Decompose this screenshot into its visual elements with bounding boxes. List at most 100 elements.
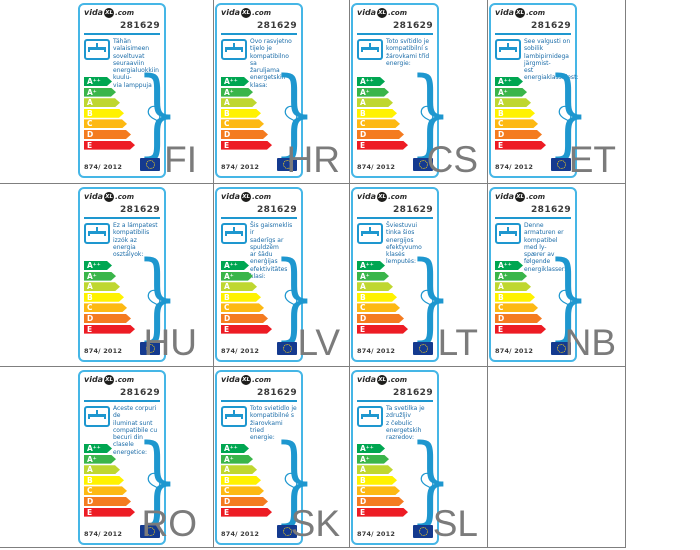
vidaxl-logo-mark-icon: XL <box>241 8 252 18</box>
energy-scale: A⁺⁺ A⁺ A B C D E } <box>84 65 179 161</box>
vidaxl-logo-mark-icon: XL <box>104 375 115 385</box>
energy-label-card: vida XL .com 281629 Ta svetilka je združ… <box>351 370 452 545</box>
compatibility-description: See valgusti on sobilik lambipirnidega j… <box>524 38 579 82</box>
energy-class-arrow: C <box>357 119 400 128</box>
product-code: 281629 <box>531 21 571 31</box>
compatibility-description: Šviestuvui tinka šios energijos efektyvu… <box>386 222 422 266</box>
eu-stars-ring <box>145 344 155 353</box>
energy-class-arrow: B <box>84 109 124 118</box>
logo-text-com: .com <box>115 9 135 17</box>
energy-class-label: E <box>360 324 366 334</box>
compatibility-info: Denne armaturen er kompatibel med ly- sp… <box>495 222 571 273</box>
regulation-number: 874/ 2012 <box>221 530 260 538</box>
energy-scale: A⁺⁺ A⁺ A B C D E } <box>495 65 590 161</box>
regulation-number: 874/ 2012 <box>495 163 534 171</box>
energy-class-arrow: C <box>495 303 538 312</box>
vidaxl-logo: vida XL .com <box>357 375 433 385</box>
logo-text-vida: vida <box>84 8 104 17</box>
energy-scale: A⁺⁺ A⁺ A B C D E } <box>357 432 452 528</box>
energy-class-label: D <box>87 313 94 323</box>
logo-text-vida: vida <box>221 375 241 384</box>
energy-class-arrow: A <box>221 282 257 291</box>
language-code: HR <box>286 139 340 180</box>
grid-line-horizontal <box>0 366 626 367</box>
energy-class-arrow: A <box>221 465 257 474</box>
logo-text-com: .com <box>115 193 135 201</box>
vidaxl-logo-mark-icon: XL <box>104 192 115 202</box>
energy-class-label: B <box>87 475 93 485</box>
energy-class-label: A⁺⁺ <box>498 261 512 270</box>
compatibility-description: Ovo rasvjetno tijelo je kompatibilno sa … <box>250 38 292 89</box>
energy-class-arrow: A⁺⁺ <box>357 444 385 453</box>
grid-line-vertical <box>625 0 626 548</box>
energy-class-label: C <box>224 119 230 129</box>
logo-text-vida: vida <box>84 375 104 384</box>
energy-class-label: E <box>224 140 230 150</box>
energy-class-label: B <box>498 108 504 118</box>
energy-class-label: E <box>87 324 93 334</box>
vidaxl-logo-mark-icon: XL <box>515 192 526 202</box>
energy-class-label: A⁺⁺ <box>224 77 238 86</box>
energy-label-card: vida XL .com 281629 Ovo rasvjetno tijelo… <box>215 3 316 178</box>
energy-class-arrow: E <box>357 141 408 150</box>
energy-class-arrow: A <box>84 282 120 291</box>
eu-stars-ring <box>282 160 292 169</box>
eu-stars-ring <box>282 344 292 353</box>
compatibility-info: Ovo rasvjetno tijelo je kompatibilno sa … <box>221 38 297 89</box>
energy-class-arrow: D <box>495 314 542 323</box>
energy-class-arrow: D <box>84 497 131 506</box>
eu-stars-ring <box>282 527 292 536</box>
compatibility-description: Toto svietidlo je kompatibilné s žiarovk… <box>250 405 297 442</box>
divider-line <box>357 217 433 219</box>
energy-class-arrow: C <box>221 486 264 495</box>
energy-class-label: A⁺⁺ <box>360 261 374 270</box>
logo-text-vida: vida <box>357 8 377 17</box>
vidaxl-logo-mark-icon: XL <box>515 8 526 18</box>
vidaxl-logo: vida XL .com <box>221 375 297 385</box>
card-head: vida XL .com 281629 Toto svietidlo je ko… <box>217 372 316 528</box>
ceiling-lamp-icon <box>495 39 521 60</box>
divider-line <box>495 217 571 219</box>
regulation-number: 874/ 2012 <box>84 347 123 355</box>
logo-text-vida: vida <box>221 8 241 17</box>
curly-brace-icon: } <box>273 424 316 536</box>
energy-class-label: A <box>360 282 366 292</box>
product-code: 281629 <box>120 388 160 398</box>
energy-class-label: A⁺⁺ <box>87 77 101 86</box>
energy-class-label: A⁺ <box>87 271 97 281</box>
compatibility-description: Šis gaismeklis ir saderīgs ar spuldzēm a… <box>250 222 293 281</box>
energy-class-arrow: A <box>357 98 393 107</box>
bulb-arrow-icon <box>417 102 439 126</box>
curly-brace-icon: } <box>409 57 452 169</box>
energy-label-card: vida XL .com 281629 Toto svietidlo je ko… <box>215 370 316 545</box>
energy-class-arrow: D <box>221 314 268 323</box>
energy-class-label: A <box>360 98 366 108</box>
energy-class-arrow: C <box>221 119 264 128</box>
energy-class-arrow: A⁺ <box>84 455 116 464</box>
energy-class-label: C <box>360 119 366 129</box>
curly-brace-icon: } <box>547 241 590 353</box>
energy-class-arrow: C <box>84 486 127 495</box>
energy-class-label: B <box>224 108 230 118</box>
energy-arrow-stack: A⁺⁺ A⁺ A B C D E <box>221 77 272 151</box>
energy-class-label: D <box>498 313 505 323</box>
energy-label-card: vida XL .com 281629 Šviestuvui tinka šio… <box>351 187 452 362</box>
energy-class-label: A⁺ <box>224 271 234 281</box>
energy-class-arrow: B <box>221 293 261 302</box>
card-foot: 874/ 2012 <box>357 342 433 355</box>
energy-arrow-stack: A⁺⁺ A⁺ A B C D E <box>357 444 408 518</box>
logo-text-vida: vida <box>357 192 377 201</box>
energy-class-arrow: C <box>357 486 400 495</box>
logo-text-com: .com <box>526 193 546 201</box>
energy-class-label: A⁺⁺ <box>87 444 101 453</box>
regulation-number: 874/ 2012 <box>221 347 260 355</box>
ceiling-lamp-icon <box>357 406 383 427</box>
energy-class-label: E <box>360 507 366 517</box>
energy-class-arrow: B <box>84 476 124 485</box>
energy-class-label: D <box>360 129 367 139</box>
compatibility-info: Šviestuvui tinka šios energijos efektyvu… <box>357 222 433 266</box>
curly-brace-icon: } <box>547 57 590 169</box>
energy-label-card: vida XL .com 281629 Toto svítidlo je kom… <box>351 3 452 178</box>
eu-flag-icon <box>140 158 160 171</box>
logo-text-com: .com <box>388 193 408 201</box>
